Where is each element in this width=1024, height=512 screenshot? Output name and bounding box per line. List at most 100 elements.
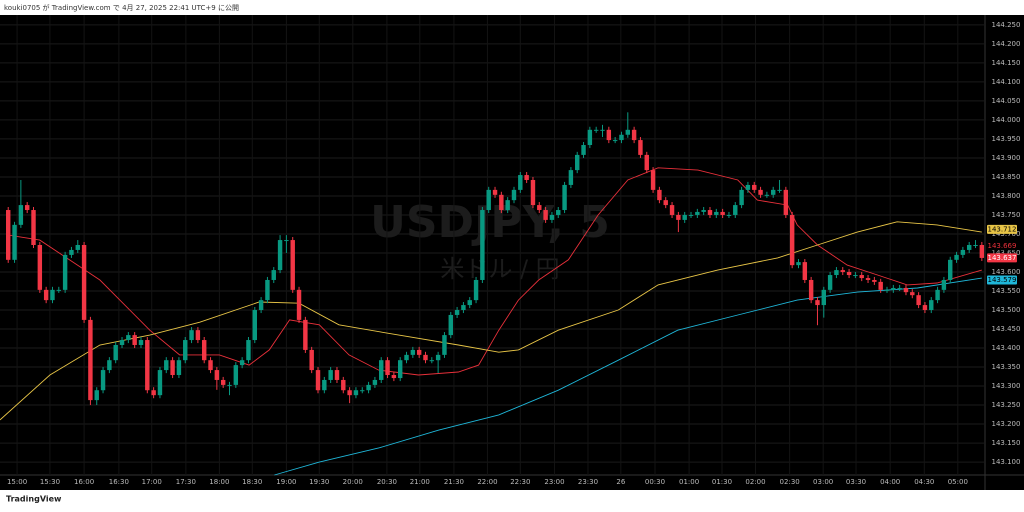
candle-body [650, 170, 656, 190]
price-label-bg [987, 224, 1017, 234]
candle-body [176, 360, 182, 376]
candle-body [88, 319, 93, 401]
candle-body [227, 384, 232, 386]
x-tick-label: 21:30 [444, 478, 464, 486]
candle-body [410, 349, 416, 355]
x-tick-label: 03:00 [813, 478, 833, 486]
candle-body [347, 390, 352, 396]
candle-body [37, 245, 43, 290]
candle-body [18, 205, 24, 225]
price-label-bg [987, 241, 1017, 251]
candle-body [201, 340, 207, 361]
candle-body [941, 279, 947, 290]
candle-body [435, 354, 441, 361]
candle-body [815, 300, 820, 306]
y-tick-label: 143.250 [992, 401, 1021, 409]
candle-body [575, 154, 580, 171]
candle-body [695, 211, 700, 215]
x-tick-label: 18:00 [209, 478, 229, 486]
candle-body [562, 184, 567, 211]
candle-body [834, 270, 839, 276]
price-label-bg [987, 253, 1017, 263]
candle-body [94, 390, 99, 401]
candle-body [100, 370, 106, 391]
candle-body [423, 354, 428, 361]
candle-body [239, 360, 245, 366]
y-tick-label: 144.050 [992, 97, 1021, 105]
candle-body [328, 370, 333, 380]
candle-body [353, 390, 359, 396]
candle-body [189, 330, 194, 341]
y-tick-label: 143.300 [992, 382, 1021, 390]
candle-body [707, 210, 713, 215]
candle-body [220, 379, 226, 385]
candle-body [518, 175, 523, 190]
candle-body [739, 189, 744, 206]
candle-body [75, 245, 80, 250]
candle-body [587, 129, 593, 146]
candle-body [865, 278, 871, 280]
candle-body [429, 360, 435, 362]
candle-body [638, 140, 643, 155]
plot-area [0, 15, 985, 476]
candle-body [745, 184, 751, 190]
candle-body [720, 211, 725, 215]
candle-body [214, 370, 220, 380]
candle-body [973, 245, 978, 246]
candle-body [119, 340, 125, 345]
candle-body [309, 349, 314, 371]
candle-body [929, 300, 934, 311]
candle-body [556, 210, 561, 215]
candle-body [872, 279, 877, 282]
candle-body [290, 240, 295, 290]
y-tick-label: 143.900 [992, 154, 1021, 162]
candle-body [448, 314, 453, 336]
candle-body [537, 205, 542, 211]
candle-body [164, 360, 169, 371]
candle-body [593, 129, 599, 131]
x-tick-label: 19:00 [276, 478, 296, 486]
candle-body [265, 279, 270, 301]
candle-body [511, 189, 517, 201]
candle-body [669, 205, 675, 215]
candle-body [606, 129, 612, 141]
footer-bar [0, 490, 1024, 508]
candle-body [960, 249, 966, 255]
y-tick-label: 143.500 [992, 306, 1021, 314]
x-tick-label: 15:00 [7, 478, 27, 486]
candle-body [461, 305, 466, 311]
candle-body [31, 210, 36, 245]
candle-body [549, 214, 555, 220]
x-tick-label: 22:30 [510, 478, 530, 486]
candle-body [733, 205, 738, 215]
candle-body [126, 335, 131, 341]
x-tick-label: 21:00 [410, 478, 430, 486]
candle-body [195, 330, 201, 341]
x-tick-label: 16:30 [109, 478, 129, 486]
candle-body [296, 289, 302, 320]
candle-body [878, 281, 883, 290]
x-tick-label: 02:00 [745, 478, 765, 486]
moving-average [8, 167, 982, 376]
candle-body [644, 154, 649, 171]
candle-body [910, 292, 915, 296]
price-label: 143.637 [988, 254, 1017, 262]
candle-body [764, 194, 770, 196]
candle-body [492, 189, 498, 195]
candle-body [12, 224, 17, 260]
candle-body [397, 360, 403, 379]
candle-body [966, 245, 972, 250]
candle-body [954, 254, 959, 260]
candle-body [486, 189, 491, 211]
candle-body [853, 275, 858, 277]
y-tick-label: 144.150 [992, 59, 1021, 67]
y-tick-label: 143.950 [992, 135, 1021, 143]
candle-body [568, 170, 574, 185]
price-label: 143.579 [988, 276, 1017, 284]
candle-body [404, 354, 409, 361]
y-tick-label: 143.700 [992, 230, 1021, 238]
candle-body [631, 129, 637, 141]
candle-body [62, 254, 68, 290]
candle-body [157, 370, 163, 396]
candle-body [935, 289, 940, 301]
